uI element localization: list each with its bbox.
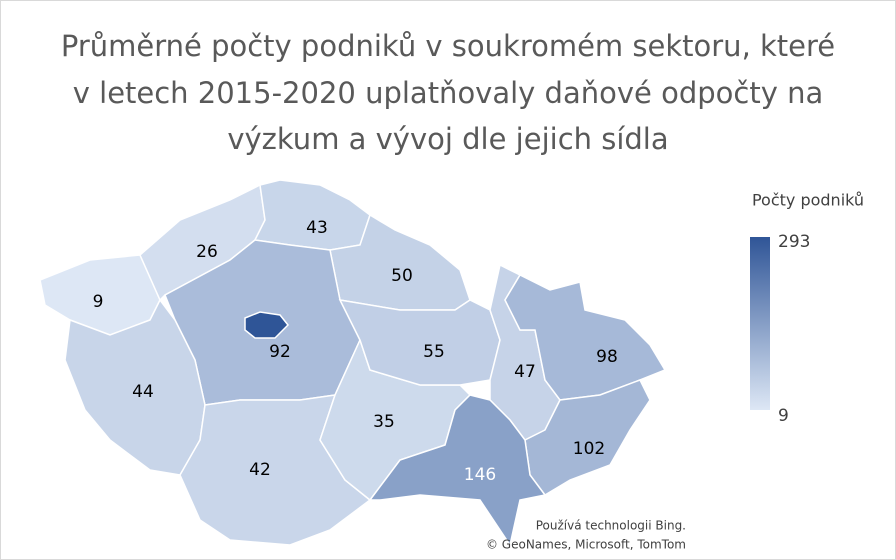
region-label: 44 — [132, 382, 154, 402]
legend-gradient — [750, 237, 770, 410]
region-label: 50 — [391, 266, 413, 286]
region-label: 47 — [514, 362, 536, 382]
region — [504, 274, 667, 401]
region-label: 55 — [423, 342, 445, 362]
regions — [39, 179, 667, 547]
region — [244, 311, 290, 339]
region-label: 26 — [196, 242, 218, 262]
legend-max: 293 — [778, 232, 810, 252]
legend-title: Počty podniků — [752, 191, 864, 210]
region-label: 43 — [306, 218, 328, 238]
region — [368, 394, 547, 547]
region-label: 102 — [573, 439, 605, 459]
region-label: 98 — [596, 347, 618, 367]
region-labels: 9 26 43 50 92 44 42 35 55 47 98 102 146 — [93, 218, 618, 485]
title-line: v letech 2015-2020 uplatňovaly daňové od… — [73, 76, 823, 110]
region-label: 42 — [249, 460, 271, 480]
legend-min: 9 — [778, 406, 789, 426]
region-label: 9 — [93, 292, 104, 312]
attribution: © GeoNames, Microsoft, TomTom — [486, 538, 686, 552]
region-label: 146 — [464, 465, 496, 485]
region-label: 92 — [269, 342, 291, 362]
region-label: 35 — [373, 412, 395, 432]
attribution: Používá technologii Bing. — [536, 519, 686, 533]
title-line: výzkum a vývoj dle jejich sídla — [227, 122, 668, 156]
title-line: Průměrné počty podniků v soukromém sekto… — [61, 29, 835, 63]
